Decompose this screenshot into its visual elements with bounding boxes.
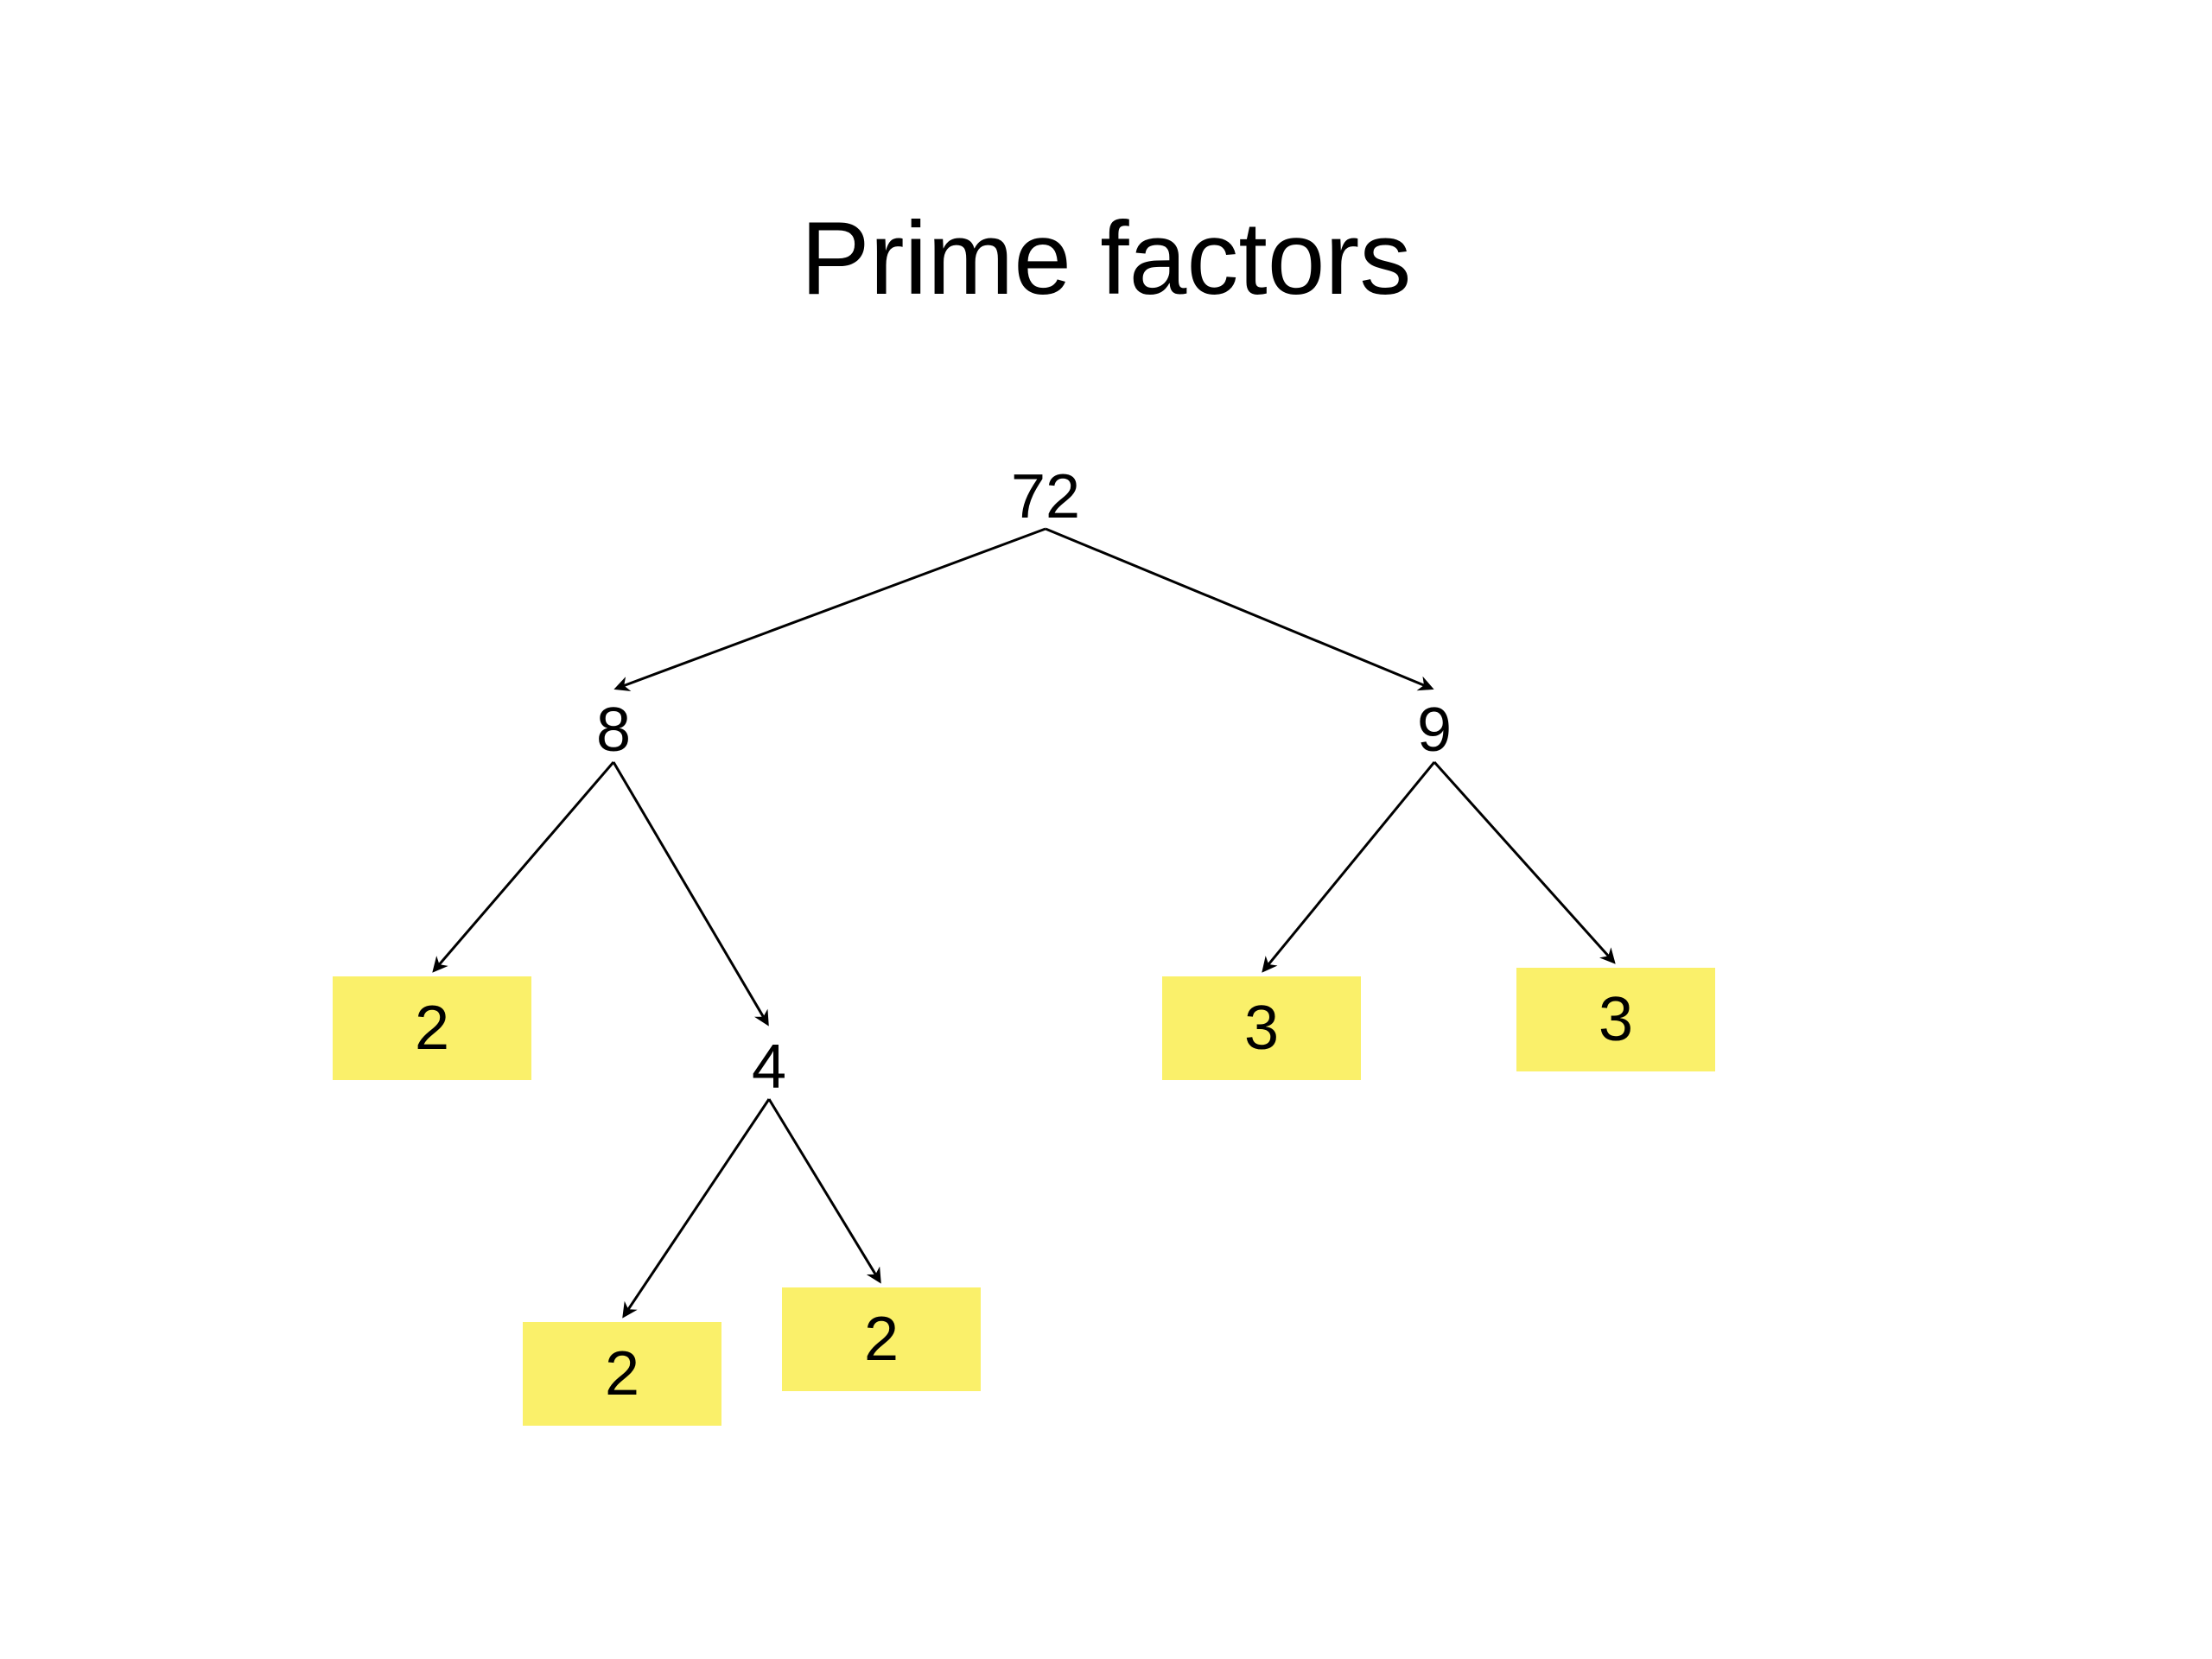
tree-edge bbox=[1264, 762, 1434, 970]
prime-node: 2 bbox=[523, 1322, 721, 1426]
prime-node: 2 bbox=[782, 1287, 981, 1391]
prime-node: 3 bbox=[1516, 968, 1715, 1071]
page-title: Prime factors bbox=[0, 199, 2212, 318]
tree-edge bbox=[1434, 762, 1613, 962]
tree-edge bbox=[1046, 529, 1431, 688]
composite-node: 4 bbox=[726, 1032, 812, 1103]
tree-edge bbox=[617, 529, 1046, 689]
tree-edge bbox=[769, 1099, 880, 1281]
prime-node: 2 bbox=[333, 976, 531, 1080]
composite-node: 8 bbox=[570, 695, 657, 766]
prime-node: 3 bbox=[1162, 976, 1361, 1080]
composite-node: 72 bbox=[1002, 461, 1089, 532]
tree-edge bbox=[624, 1099, 769, 1316]
tree-edge bbox=[613, 762, 767, 1024]
tree-edge bbox=[435, 762, 613, 970]
composite-node: 9 bbox=[1391, 695, 1478, 766]
